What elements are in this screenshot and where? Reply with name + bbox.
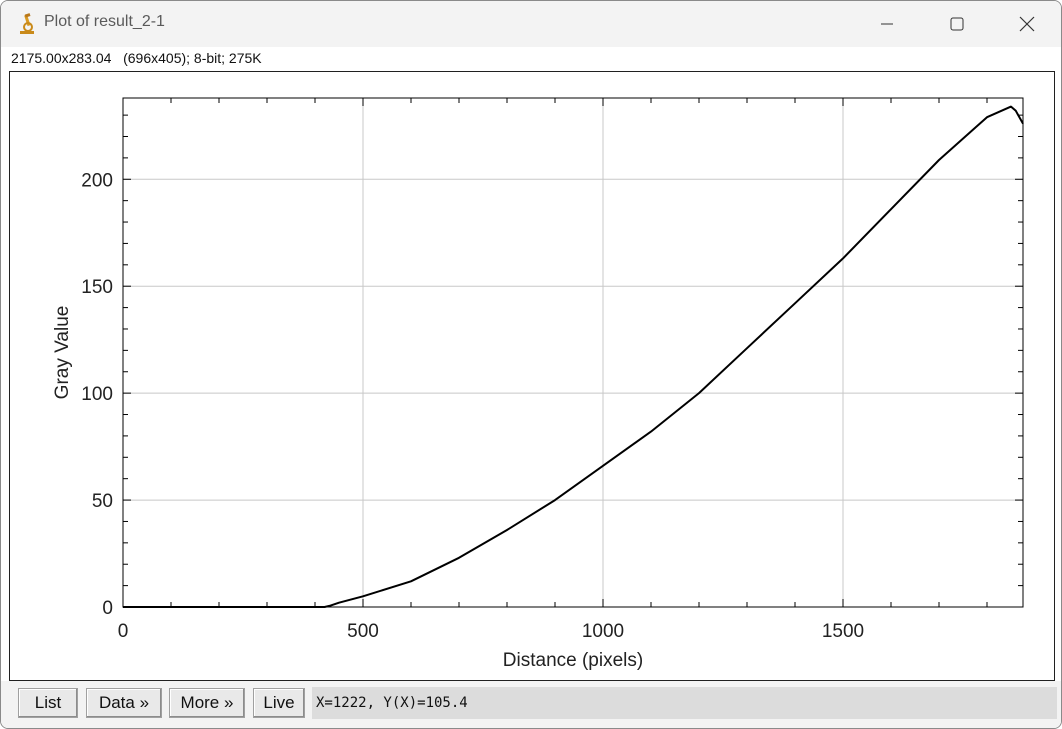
- data-button[interactable]: Data »: [86, 688, 162, 718]
- profile-line: [123, 105, 1024, 608]
- y-axis-label: Gray Value: [52, 306, 73, 400]
- image-info: 2175.00x283.04 (696x405); 8-bit; 275K: [11, 50, 262, 66]
- live-button[interactable]: Live: [253, 688, 305, 718]
- window-title: Plot of result_2-1: [44, 13, 165, 30]
- microscope-icon: [20, 13, 34, 34]
- plot-frame: [9, 71, 1055, 681]
- y-tick-label: 0: [102, 598, 113, 619]
- x-tick-label: 500: [347, 621, 379, 642]
- x-tick-label: 0: [118, 621, 129, 642]
- more-button[interactable]: More »: [169, 688, 245, 718]
- y-tick-label: 50: [92, 491, 113, 512]
- close-button[interactable]: [992, 1, 1061, 47]
- x-tick-label: 1000: [582, 621, 624, 642]
- y-tick-label: 150: [81, 277, 113, 298]
- maximize-button[interactable]: [922, 1, 992, 47]
- minimize-icon: [881, 23, 893, 25]
- y-tick-label: 200: [81, 170, 113, 191]
- plot-area-border: [122, 97, 1024, 608]
- cursor-readout: X=1222, Y(X)=105.4: [312, 687, 1057, 719]
- minimize-button[interactable]: [852, 1, 922, 47]
- x-axis-label: Distance (pixels): [503, 650, 643, 671]
- close-icon: [1019, 16, 1035, 32]
- maximize-icon: [950, 17, 964, 31]
- list-button[interactable]: List: [18, 688, 78, 718]
- x-tick-label: 1500: [822, 621, 864, 642]
- profile-plot[interactable]: 0 500 1000 1500 0 50 100 150 200 Distance (pixels…: [9, 71, 1053, 679]
- title-bar[interactable]: Plot of result_2-1: [1, 1, 1061, 47]
- y-tick-label: 100: [81, 384, 113, 405]
